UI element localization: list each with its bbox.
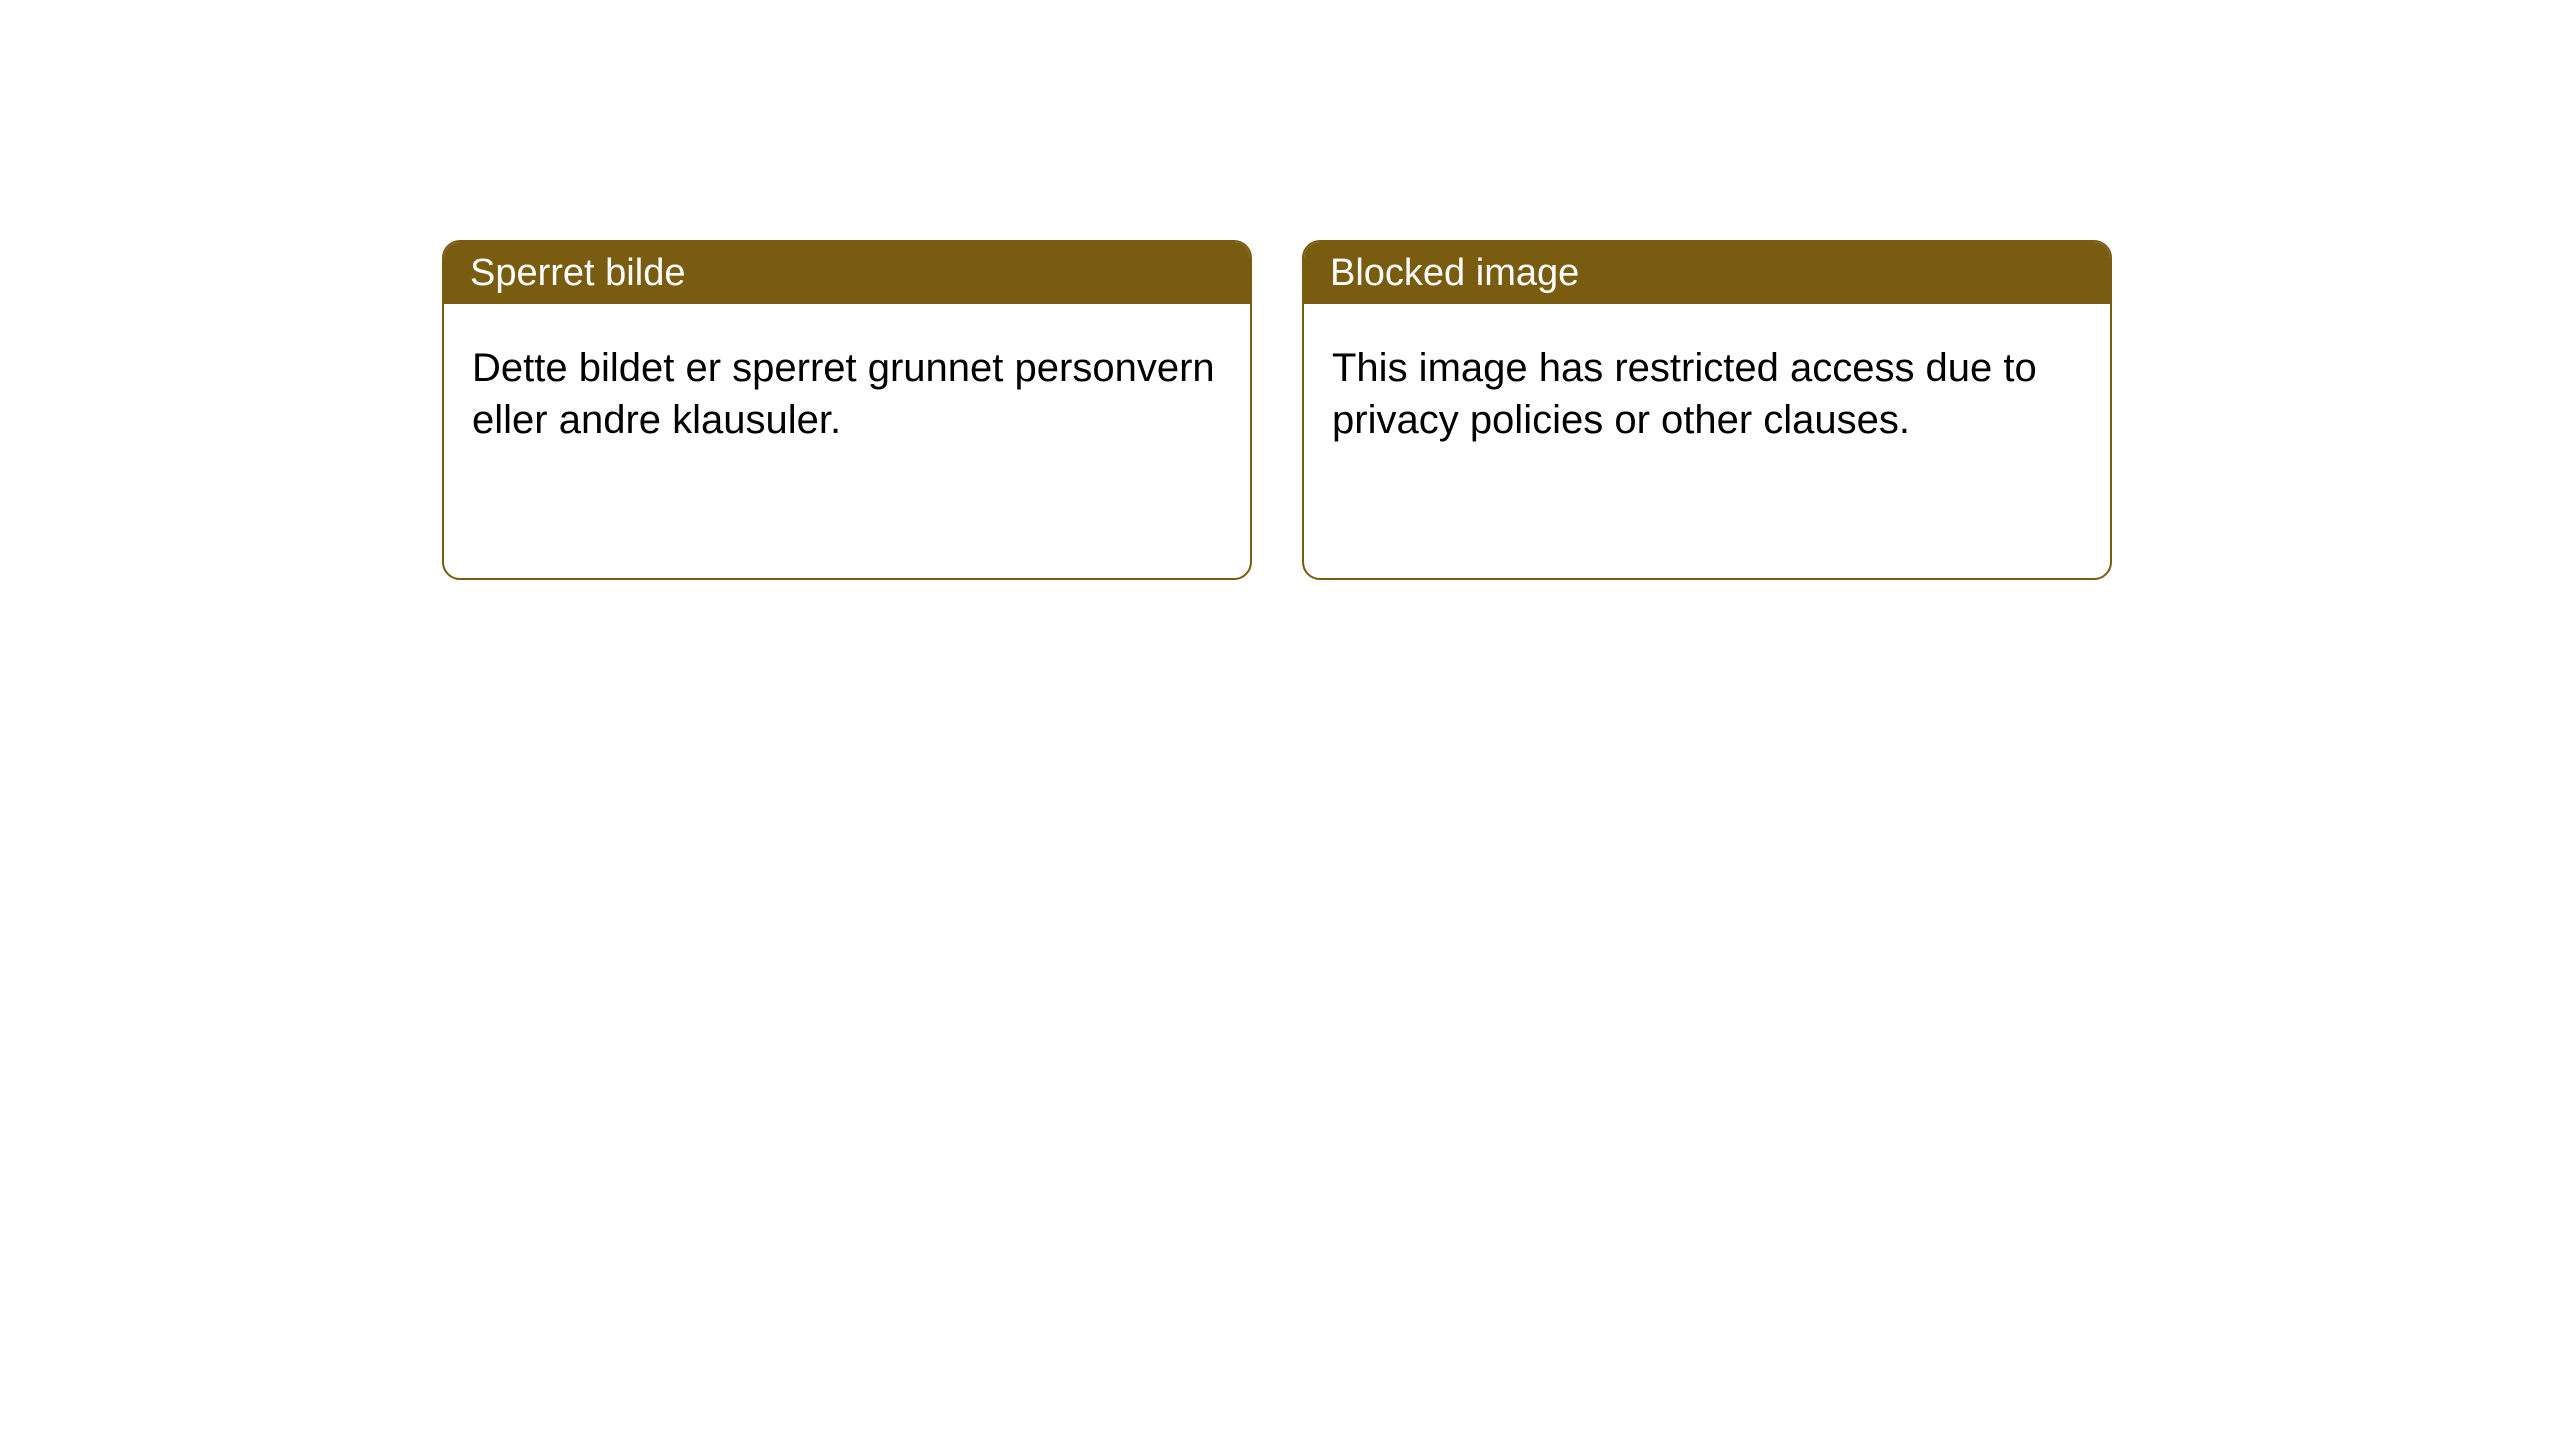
card-title: Blocked image	[1330, 252, 1579, 295]
card-header: Sperret bilde	[444, 242, 1250, 304]
blocked-image-card-en: Blocked image This image has restricted …	[1302, 240, 2112, 580]
blocked-image-card-no: Sperret bilde Dette bildet er sperret gr…	[442, 240, 1252, 580]
card-body: This image has restricted access due to …	[1304, 304, 2110, 484]
card-title: Sperret bilde	[470, 252, 685, 295]
card-body: Dette bildet er sperret grunnet personve…	[444, 304, 1250, 484]
card-body-text: Dette bildet er sperret grunnet personve…	[472, 346, 1215, 442]
card-body-text: This image has restricted access due to …	[1332, 346, 2037, 442]
card-header: Blocked image	[1304, 242, 2110, 304]
cards-container: Sperret bilde Dette bildet er sperret gr…	[0, 0, 2560, 580]
